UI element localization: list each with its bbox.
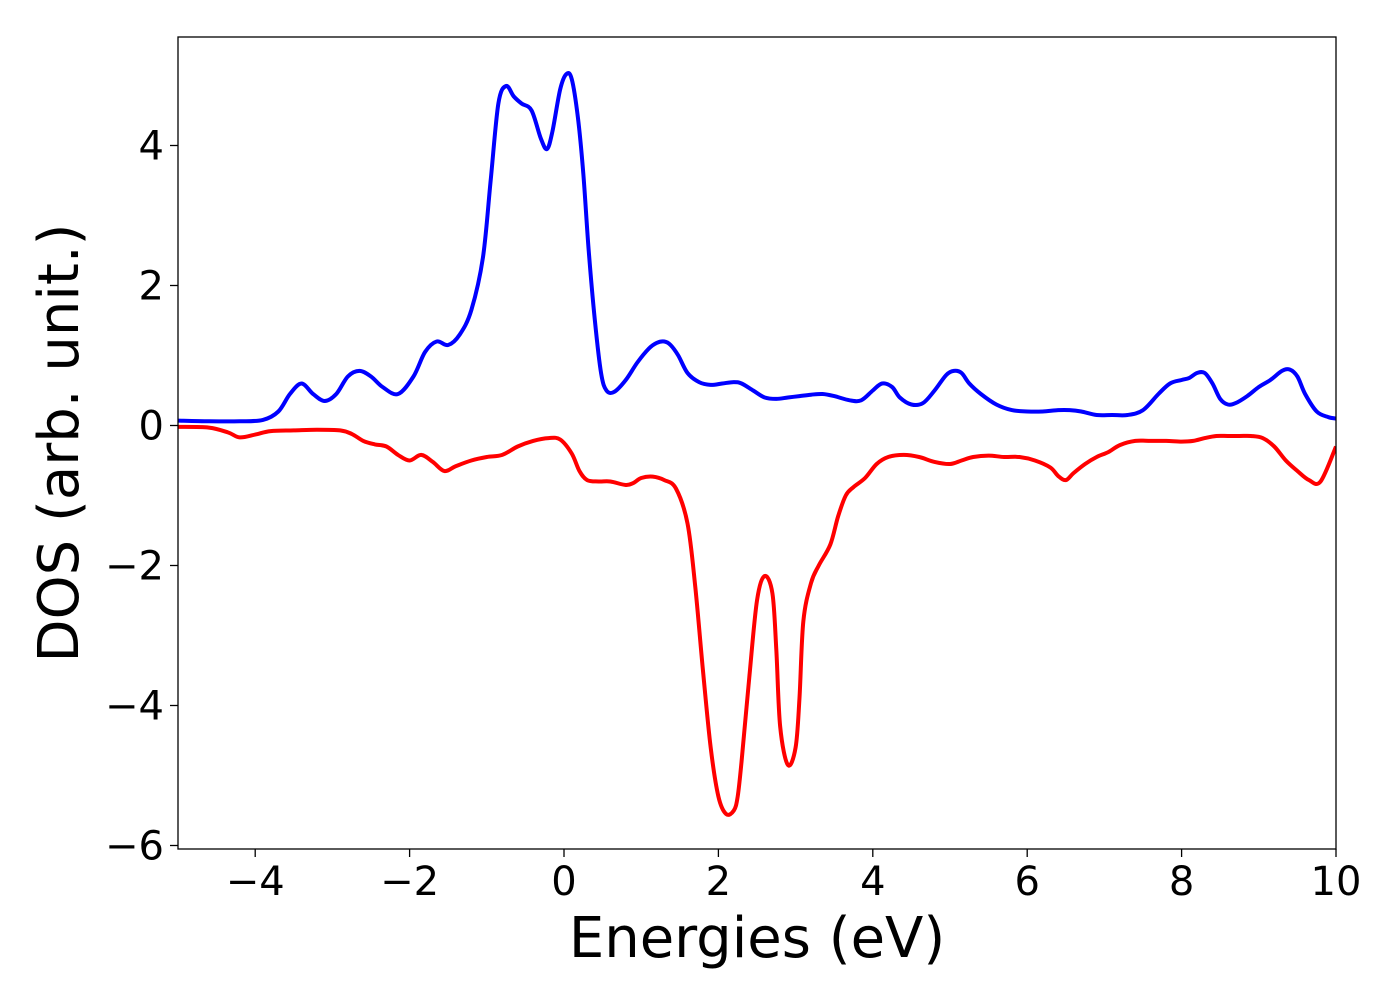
- y-tick-label: 2: [139, 264, 164, 310]
- y-axis-label: DOS (arb. unit.): [27, 223, 92, 662]
- x-tick-label: 8: [1169, 859, 1194, 905]
- x-tick-label: 4: [860, 859, 885, 905]
- x-axis-ticks: −4 −2 0 2 4 6 8 10: [226, 849, 1362, 905]
- x-tick-label: 2: [706, 859, 731, 905]
- y-tick-label: 4: [139, 124, 164, 170]
- y-tick-label: −2: [105, 544, 164, 590]
- x-tick-label: −4: [226, 859, 285, 905]
- x-tick-label: −2: [380, 859, 439, 905]
- y-tick-label: 0: [139, 404, 164, 450]
- y-tick-label: −6: [105, 824, 164, 870]
- x-axis-label: Energies (eV): [569, 906, 945, 971]
- spin-up-dos-line: [178, 71, 1336, 424]
- x-tick-label: 10: [1311, 859, 1362, 905]
- x-tick-label: 6: [1014, 859, 1039, 905]
- x-tick-label: 0: [551, 859, 576, 905]
- spin-down-dos-line: [178, 424, 1336, 817]
- plot-frame: [177, 36, 1337, 850]
- y-axis-ticks: −6 −4 −2 0 2 4: [105, 124, 178, 870]
- y-tick-label: −4: [105, 684, 164, 730]
- series-layer: [178, 71, 1336, 817]
